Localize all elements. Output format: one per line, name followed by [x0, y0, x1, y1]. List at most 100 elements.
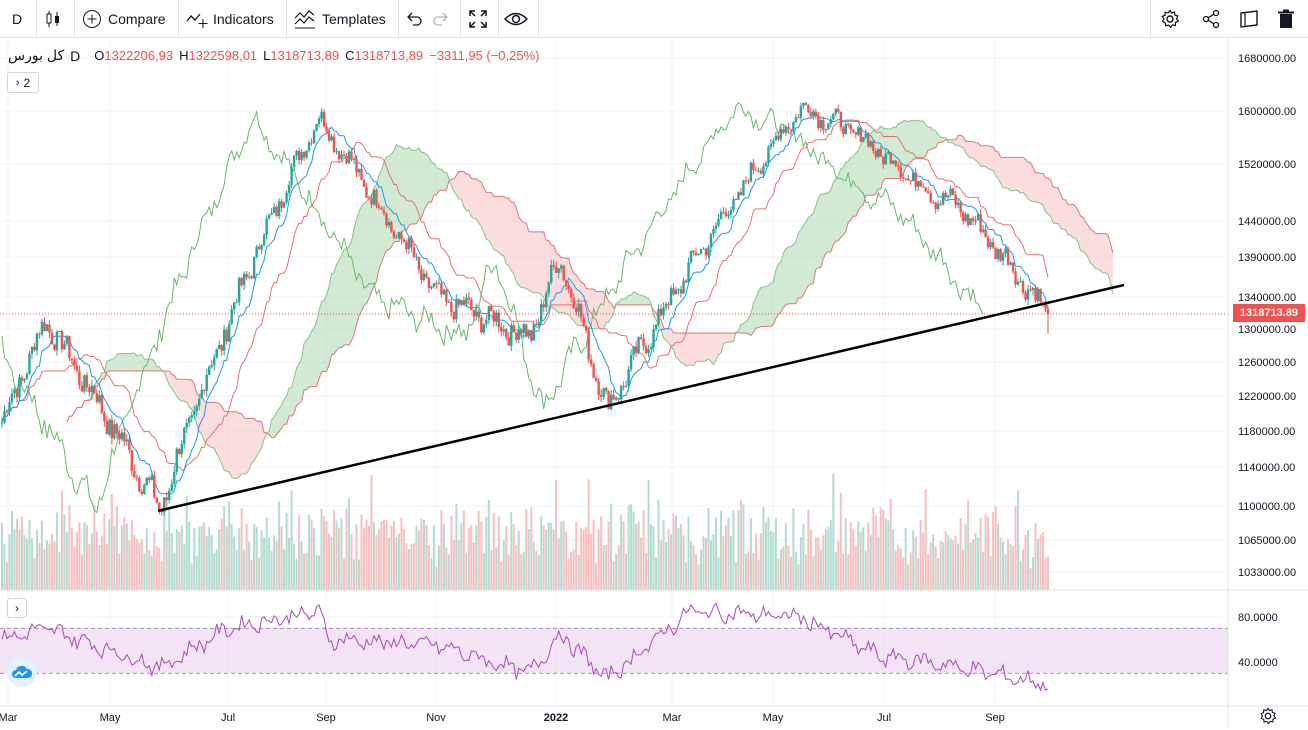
volume-bar [440, 510, 443, 590]
candle-body [430, 286, 433, 289]
candle-body [170, 483, 173, 491]
cloud-segment [833, 178, 836, 245]
candle-body [921, 186, 925, 188]
volume-bar [847, 554, 850, 590]
cloud-segment [925, 124, 929, 156]
volume-bar [612, 561, 615, 590]
candle-body [1014, 271, 1017, 285]
cloud-segment [898, 123, 901, 179]
candle-body [597, 381, 600, 395]
rsi-legend-toggle[interactable]: › [7, 598, 27, 618]
symbol-name[interactable]: کل بورس [8, 47, 65, 63]
gear-icon [1161, 8, 1180, 28]
undo-button[interactable] [405, 0, 427, 37]
volume-bar [545, 529, 548, 590]
candle-body [190, 415, 193, 418]
candle-body [148, 477, 151, 480]
cloud-segment [628, 295, 632, 305]
candle-body [123, 432, 126, 442]
price-chart[interactable]: 1680000.00 1600000.00 1520000.00 1440000.00… [0, 38, 1308, 728]
candle-body [724, 212, 728, 217]
cloud-segment [913, 120, 916, 160]
volume-bar [482, 552, 485, 590]
volume-bar [300, 541, 303, 590]
candle-body [622, 386, 625, 388]
volume-bar [120, 525, 123, 590]
cloud-segment [723, 333, 726, 344]
candle-body [742, 180, 745, 195]
cloud-segment [875, 129, 879, 194]
candle-body [80, 385, 84, 392]
time-axis-label: Mar [663, 712, 682, 724]
cloud-segment [928, 127, 931, 151]
candle-body [887, 152, 890, 154]
volume-bar [829, 520, 832, 590]
cloud-segment [880, 126, 884, 190]
volume-bar [220, 518, 223, 590]
indicators-collapse-button[interactable]: › 2 [7, 72, 39, 93]
share-button[interactable] [1201, 0, 1225, 37]
candle-body [986, 237, 990, 248]
candle-body [672, 288, 675, 295]
candles-style-button[interactable] [44, 0, 70, 37]
cloud-segment [508, 198, 512, 271]
compare-button[interactable]: Compare [82, 0, 174, 37]
volume-bar [814, 537, 817, 590]
cloud-segment [773, 270, 776, 325]
volume-bar [887, 520, 890, 590]
redo-button[interactable] [432, 0, 454, 37]
candle-body [577, 303, 580, 312]
fullscreen-button[interactable] [468, 0, 492, 37]
candle-body [437, 283, 441, 285]
volume-bar [63, 514, 66, 590]
cloud-segment [176, 379, 180, 400]
volume-bar [752, 552, 755, 590]
logo-button[interactable] [7, 657, 37, 687]
candle-body [779, 129, 783, 140]
chart-settings-button[interactable] [1259, 707, 1277, 730]
eye-button[interactable] [504, 0, 532, 37]
cloud-segment [893, 126, 896, 179]
volume-bar [258, 557, 261, 590]
templates-button[interactable]: Templates [294, 0, 394, 37]
candle-body [1001, 253, 1005, 261]
volume-bar [690, 541, 693, 590]
candle-body [350, 151, 353, 160]
candle-body [827, 123, 830, 130]
cloud-segment [428, 157, 432, 203]
settings-button[interactable] [1160, 0, 1184, 37]
candle-body [332, 136, 336, 152]
volume-bar [637, 521, 640, 590]
candle-body [734, 199, 738, 201]
candle-body [352, 159, 356, 161]
candle-body [869, 141, 872, 147]
volume-bar [992, 511, 995, 590]
candle-body [255, 246, 258, 258]
interval-button[interactable]: D [12, 0, 32, 37]
candle-body [707, 247, 710, 256]
cloud-segment [720, 333, 724, 354]
volume-bar [1027, 530, 1030, 590]
volume-bar [248, 541, 251, 590]
volume-bar [799, 537, 802, 590]
candle-body [909, 180, 912, 182]
delete-button[interactable] [1277, 0, 1301, 37]
volume-bar [652, 526, 655, 590]
candle-body [98, 395, 101, 403]
snapshot-button[interactable] [1239, 0, 1263, 37]
high-value: 1322598,01 [188, 48, 258, 63]
cloud-segment [553, 245, 557, 311]
candle-body [719, 211, 723, 219]
candle-body [559, 265, 563, 269]
volume-bar [937, 558, 940, 590]
candle-body [532, 324, 535, 341]
cloud-segment [753, 298, 756, 333]
candle-body [525, 324, 528, 337]
cloud-segment [1013, 157, 1016, 191]
candle-body [609, 394, 613, 410]
cloud-segment [860, 141, 864, 207]
candle-body [794, 117, 798, 123]
indicators-button[interactable]: Indicators [186, 0, 280, 37]
volume-bar [979, 518, 982, 590]
volume-bar [323, 516, 326, 590]
